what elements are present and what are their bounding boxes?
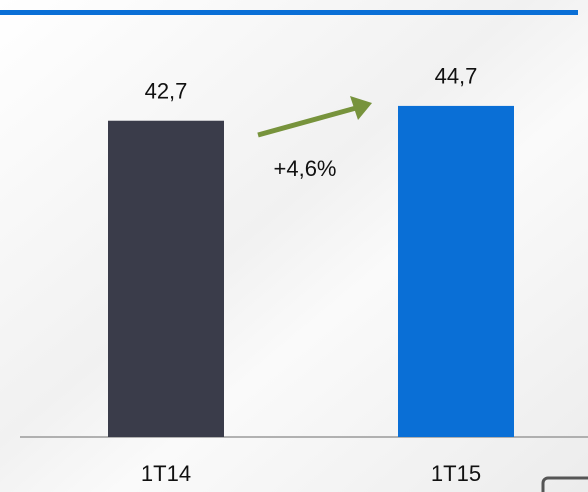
growth-arrow (257, 105, 357, 138)
bar (398, 105, 514, 438)
growth-arrow-head (350, 96, 372, 120)
corner-icon (541, 476, 588, 492)
annotation: +4,6% (274, 156, 337, 181)
x-tick-label: 1T15 (431, 461, 481, 486)
header-rule (0, 10, 578, 15)
x-tick-label: 1T14 (141, 461, 191, 486)
value-label: 42,7 (145, 79, 188, 104)
bar (108, 120, 224, 438)
value-label: 44,7 (435, 64, 478, 89)
